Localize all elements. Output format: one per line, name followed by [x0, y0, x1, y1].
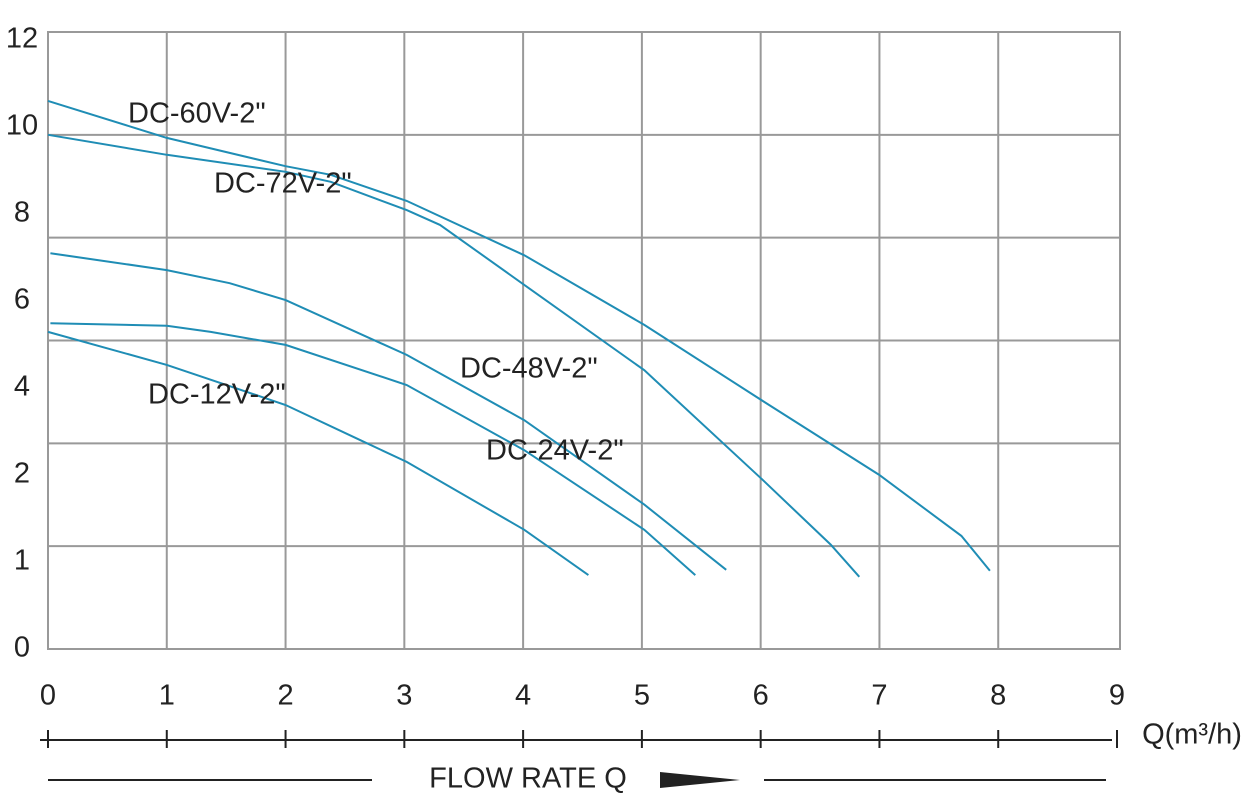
y-tick-label: 6	[14, 284, 30, 316]
y-tick-label: 0	[14, 632, 30, 664]
series-label: DC-48V-2"	[460, 353, 598, 385]
x-tick-label: 0	[40, 680, 56, 712]
y-tick-label: 2	[14, 458, 30, 490]
x-tick-label: 8	[990, 680, 1006, 712]
footer-arrow	[660, 772, 740, 788]
series-line	[47, 133, 861, 578]
x-tick-label: 4	[515, 680, 531, 712]
x-axis-label: Q(m³/h)	[1142, 719, 1242, 751]
y-tick-label: 1	[14, 545, 30, 577]
y-tick-label: 12	[6, 23, 38, 55]
x-tick-label: 1	[159, 680, 175, 712]
x-tick-label: 6	[753, 680, 769, 712]
series-line	[50, 322, 696, 576]
y-tick-label: 10	[6, 110, 38, 142]
series-label: DC-72V-2"	[214, 168, 352, 200]
footer-label: FLOW RATE Q	[429, 763, 627, 795]
series-line	[47, 330, 589, 576]
y-tick-label: 8	[14, 197, 30, 229]
y-tick-label: 4	[14, 371, 30, 403]
series-label: DC-12V-2"	[148, 379, 286, 411]
x-tick-label: 3	[396, 680, 412, 712]
series-label: DC-60V-2"	[128, 98, 266, 130]
x-tick-label: 5	[634, 680, 650, 712]
series-line	[47, 99, 991, 572]
x-tick-label: 9	[1109, 680, 1125, 712]
series-label: DC-24V-2"	[486, 435, 624, 467]
x-tick-label: 2	[277, 680, 293, 712]
series-line	[50, 252, 727, 571]
x-tick-label: 7	[871, 680, 887, 712]
